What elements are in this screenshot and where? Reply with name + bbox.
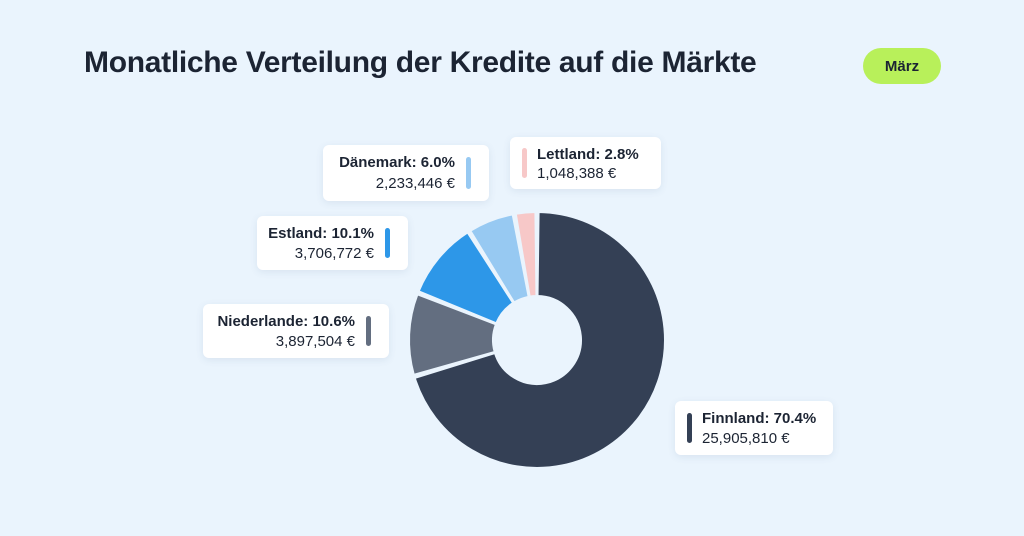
donut-slice-niederlande [408,293,497,376]
callout-swatch-lettland [522,148,527,178]
callout-amount-finnland: 25,905,810 € [702,430,790,447]
callout-niederlande: Niederlande: 10.6% 3,897,504 € [203,304,389,358]
callout-label-lettland: Lettland: 2.8% [537,146,639,163]
chart-title: Monatliche Verteilung der Kredite auf di… [84,46,757,79]
donut-slice-lettland [514,211,538,298]
callout-daenemark: Dänemark: 6.0% 2,233,446 € [323,145,489,201]
callout-amount-lettland: 1,048,388 € [537,165,617,182]
callout-label-estland: Estland: 10.1% [268,225,374,242]
callout-finnland: Finnland: 70.4% 25,905,810 € [675,401,833,455]
callout-lettland: Lettland: 2.8% 1,048,388 € [510,137,661,189]
callout-label-finnland: Finnland: 70.4% [702,410,817,427]
callout-swatch-daenemark [466,157,471,189]
month-badge[interactable]: März [863,48,941,84]
callout-amount-estland: 3,706,772 € [294,245,374,262]
callout-label-niederlande: Niederlande: 10.6% [217,313,355,330]
donut-slice-finnland [413,211,666,469]
callout-amount-daenemark: 2,233,446 € [375,175,455,192]
callout-amount-niederlande: 3,897,504 € [275,333,355,350]
donut-slice-daenemark [469,213,530,304]
callout-swatch-niederlande [366,316,371,346]
callout-swatch-estland [385,228,390,258]
callout-label-daenemark: Dänemark: 6.0% [339,154,455,171]
callout-estland: Estland: 10.1% 3,706,772 € [257,216,408,270]
donut-slice-estland [417,231,515,325]
callout-swatch-finnland [687,413,692,443]
